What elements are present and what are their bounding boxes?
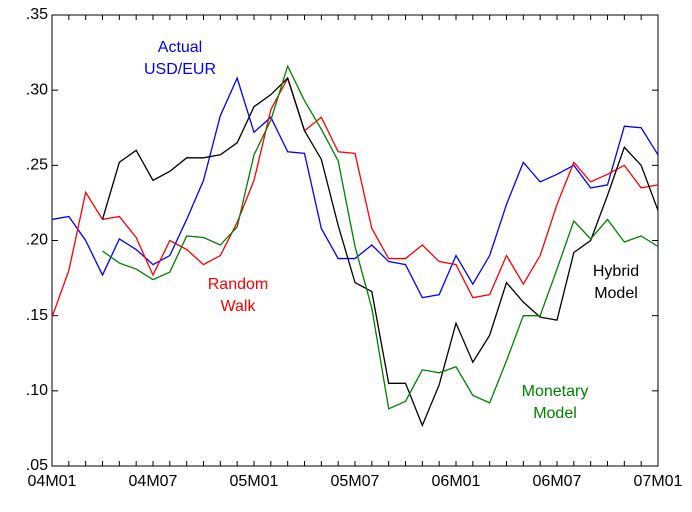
annotation: Random: [208, 276, 268, 293]
series-line: [102, 64, 659, 410]
annotation: USD/EUR: [144, 61, 216, 78]
annotation: Model: [533, 405, 577, 422]
x-tick-label: 06M07: [533, 473, 582, 490]
y-tick-label: .30: [26, 81, 48, 98]
x-tick-label: 07M01: [634, 473, 683, 490]
x-tick-label: 05M07: [331, 473, 380, 490]
x-tick-label: 06M01: [432, 473, 481, 490]
series-line: [51, 76, 659, 299]
y-tick-label: .15: [26, 307, 48, 324]
y-tick-label: .20: [26, 232, 48, 249]
x-tick-label: 04M01: [28, 473, 77, 490]
y-tick-label: .10: [26, 382, 48, 399]
x-tick-label: 05M01: [230, 473, 279, 490]
annotation: Monetary: [522, 383, 589, 400]
series-line: [51, 76, 659, 318]
annotation: Hybrid: [593, 263, 639, 280]
annotation: Walk: [221, 298, 257, 315]
series-line: [101, 76, 659, 428]
annotation: Model: [594, 285, 638, 302]
annotation: Actual: [158, 39, 202, 56]
y-tick-label: .05: [26, 457, 48, 474]
x-tick-label: 04M07: [129, 473, 178, 490]
y-tick-label: .35: [26, 6, 48, 23]
y-tick-label: .25: [26, 157, 48, 174]
